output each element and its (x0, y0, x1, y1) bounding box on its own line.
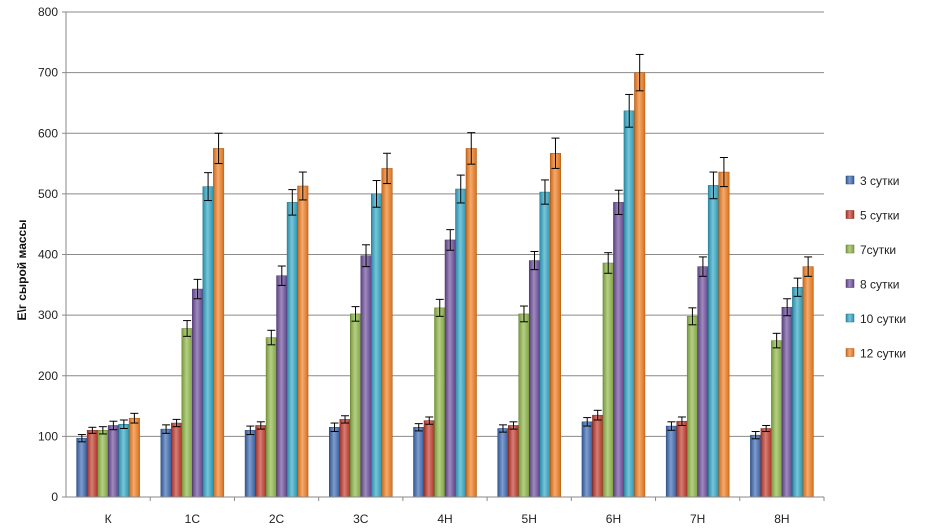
legend-label: 3 сутки (860, 174, 899, 188)
x-tick-label: 5Н (522, 512, 537, 526)
bar (518, 313, 530, 498)
bar (434, 307, 446, 498)
bar (128, 417, 140, 498)
legend-swatch (845, 348, 855, 357)
bar (760, 428, 772, 498)
bar (802, 266, 814, 498)
bar (181, 328, 193, 498)
x-tick-label: К (105, 512, 112, 526)
y-tick-label: 0 (51, 490, 58, 504)
bar (707, 185, 719, 498)
x-tick-label: 8Н (774, 512, 789, 526)
bar (350, 313, 362, 498)
bar (97, 430, 109, 498)
bar (171, 422, 183, 498)
legend-label: 7сутки (860, 243, 896, 257)
bar (213, 148, 225, 498)
y-tick-label: 400 (38, 248, 58, 262)
x-axis: К 1С 2С 3С 4Н 5Н 6Н 7Н 8Н (66, 496, 825, 526)
legend: 3 сутки 5 сутки 7сутки 8 сутки 10 сутки 12 су… (845, 174, 906, 361)
bar (255, 425, 267, 498)
bar (507, 425, 519, 498)
bar (371, 193, 383, 498)
y-tick-label: 100 (38, 429, 58, 443)
bar (413, 427, 425, 498)
bar (329, 427, 341, 498)
bar (244, 430, 256, 498)
bar (465, 148, 477, 498)
legend-swatch (845, 244, 855, 254)
legend-label: 5 сутки (860, 209, 899, 223)
x-tick-label: 7Н (690, 512, 705, 526)
y-tick-label: 800 (38, 5, 58, 19)
bar (771, 340, 783, 498)
y-tick-label: 600 (38, 126, 58, 140)
bar (118, 424, 130, 498)
bar (686, 316, 698, 498)
x-tick-label: 1С (185, 512, 201, 526)
bar (276, 275, 288, 498)
bar (718, 171, 730, 498)
y-axis-label: Е\г сырой массы (15, 220, 29, 321)
bar (265, 337, 277, 498)
bar (444, 239, 456, 498)
y-tick-label: 500 (38, 187, 58, 201)
bar (592, 414, 604, 498)
legend-label: 8 сутки (860, 278, 899, 292)
y-axis: 0 100 200 300 400 500 600 700 800 (38, 5, 67, 504)
bar (286, 202, 298, 498)
bar (360, 255, 372, 498)
bar (665, 425, 677, 498)
bar (160, 428, 172, 498)
y-tick-label: 700 (38, 66, 58, 80)
bar (613, 202, 625, 498)
bar (381, 168, 393, 498)
bars (76, 53, 814, 498)
legend-label: 12 сутки (860, 347, 906, 361)
bar (581, 421, 593, 498)
x-tick-label: 2С (269, 512, 285, 526)
bar (528, 260, 540, 498)
legend-label: 10 сутки (860, 312, 906, 326)
x-tick-label: 6Н (606, 512, 621, 526)
bar (107, 425, 119, 498)
bar (192, 288, 204, 498)
bar (297, 185, 309, 498)
bar (497, 428, 509, 498)
bar (549, 153, 561, 498)
legend-swatch (845, 279, 855, 288)
bar (539, 191, 551, 498)
bar (792, 286, 804, 498)
bar (676, 420, 688, 498)
bar (750, 434, 762, 498)
legend-swatch (845, 210, 855, 219)
bar (76, 437, 88, 498)
bar (697, 266, 709, 498)
bar (623, 110, 635, 498)
bar (781, 306, 793, 498)
bar (423, 420, 435, 498)
bar (634, 72, 646, 498)
legend-swatch (845, 313, 855, 323)
bar (86, 430, 98, 498)
y-tick-label: 200 (38, 369, 58, 383)
y-tick-label: 300 (38, 308, 58, 322)
x-tick-label: 3С (353, 512, 369, 526)
bar (602, 262, 614, 498)
bar (339, 419, 351, 498)
bar (455, 188, 467, 498)
legend-swatch (845, 175, 855, 185)
x-tick-label: 4Н (437, 512, 452, 526)
bar (202, 186, 214, 498)
